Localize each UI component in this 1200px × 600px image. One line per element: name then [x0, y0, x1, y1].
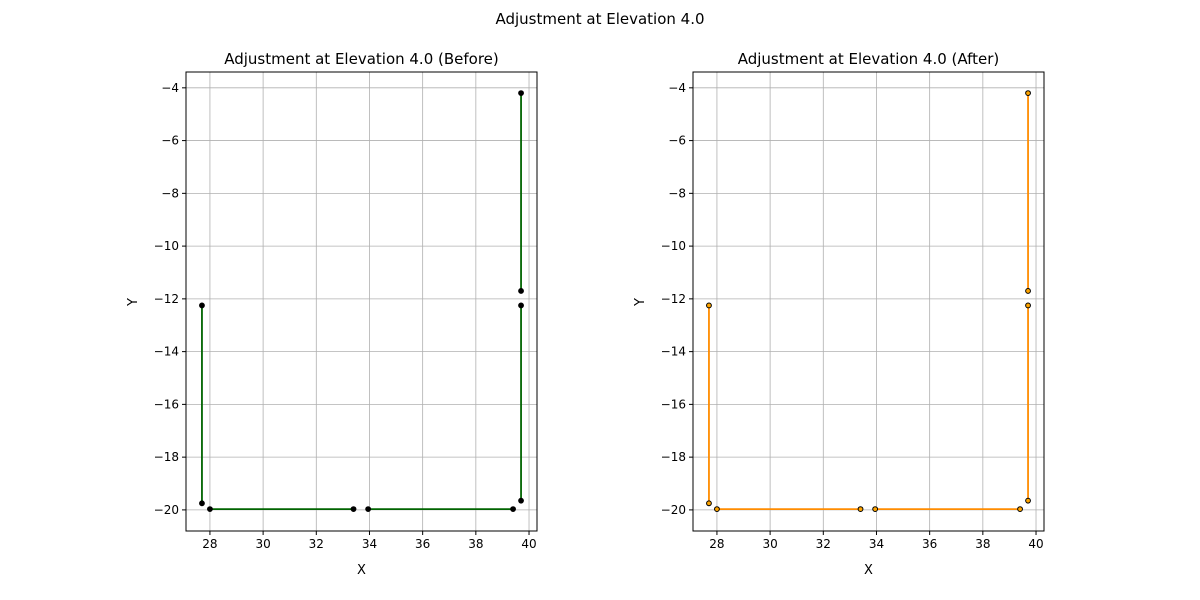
- subplot-before-title: Adjustment at Elevation 4.0 (Before): [224, 50, 499, 68]
- after-point-4-1: [1025, 90, 1031, 97]
- subplot-before: Adjustment at Elevation 4.0 (Before) X Y…: [126, 50, 538, 578]
- after-xtick-label-0: 28: [709, 537, 724, 551]
- before-ytick-label-3: −14: [154, 345, 179, 359]
- before-point-0-0: [199, 302, 205, 309]
- before-ytick-label-4: −12: [154, 292, 179, 306]
- after-ytick-label-7: −6: [668, 134, 686, 148]
- after-ytick-label-5: −10: [661, 239, 686, 253]
- before-ytick-label-8: −4: [161, 81, 179, 95]
- after-ytick-label-3: −14: [661, 345, 686, 359]
- before-xtick-label-5: 38: [468, 537, 483, 551]
- after-ytick-label-0: −20: [661, 503, 686, 517]
- before-point-3-0: [518, 497, 524, 504]
- subplot-before-plot-area: 28 30 32 34 36 38 40 −20 −18 −16 −14 −12 −10 −8 −6 −4: [154, 71, 538, 551]
- after-ytick-label-6: −8: [668, 186, 686, 200]
- before-point-3-1: [518, 302, 524, 309]
- before-xtick-label-6: 40: [521, 537, 536, 551]
- after-xtick-label-4: 36: [922, 537, 937, 551]
- before-xtick-label-4: 36: [415, 537, 430, 551]
- after-point-1-1: [857, 506, 864, 513]
- before-xtick-label-1: 30: [255, 537, 270, 551]
- after-xtick-label-6: 40: [1028, 537, 1043, 551]
- before-point-2-0: [365, 506, 372, 513]
- subplot-after: Adjustment at Elevation 4.0 (After) X Y …: [633, 50, 1045, 578]
- before-point-0-1: [199, 500, 205, 507]
- after-axes-frame: [692, 71, 1045, 532]
- before-xtick-label-3: 34: [362, 537, 377, 551]
- before-point-2-1: [510, 506, 516, 513]
- before-ytick-label-0: −20: [154, 503, 179, 517]
- figure-suptitle: Adjustment at Elevation 4.0: [495, 10, 704, 28]
- subplot-before-ylabel: Y: [126, 298, 141, 307]
- after-point-2-1: [1017, 506, 1023, 513]
- before-ytick-label-7: −6: [161, 134, 179, 148]
- after-point-4-0: [1025, 288, 1031, 294]
- after-xtick-label-2: 32: [816, 537, 831, 551]
- before-ytick-label-2: −16: [154, 397, 179, 411]
- after-xtick-label-3: 34: [869, 537, 884, 551]
- after-point-0-0: [706, 302, 712, 309]
- after-ytick-label-8: −4: [668, 81, 686, 95]
- before-point-1-0: [207, 506, 213, 513]
- subplot-before-xlabel: X: [357, 563, 366, 578]
- after-ytick-label-1: −18: [661, 450, 686, 464]
- after-point-0-1: [706, 500, 712, 507]
- after-point-3-0: [1025, 497, 1031, 504]
- after-xtick-label-1: 30: [762, 537, 777, 551]
- after-ytick-label-4: −12: [661, 292, 686, 306]
- after-xtick-label-5: 38: [975, 537, 990, 551]
- before-axes-frame: [185, 71, 538, 532]
- subplot-after-xlabel: X: [864, 563, 873, 578]
- subplot-after-plot-area: 28 30 32 34 36 38 40 −20 −18 −16 −14 −12 −10 −8 −6 −4: [661, 71, 1045, 551]
- after-point-3-1: [1025, 302, 1031, 309]
- after-point-1-0: [714, 506, 720, 513]
- before-ytick-label-1: −18: [154, 450, 179, 464]
- before-ytick-label-5: −10: [154, 239, 179, 253]
- before-xtick-label-2: 32: [309, 537, 324, 551]
- before-point-1-1: [350, 506, 357, 513]
- subplot-after-title: Adjustment at Elevation 4.0 (After): [738, 50, 1000, 68]
- subplot-after-ylabel: Y: [633, 298, 648, 307]
- after-point-2-0: [872, 506, 879, 513]
- before-point-4-0: [518, 288, 524, 294]
- before-ytick-label-6: −8: [161, 186, 179, 200]
- after-ytick-label-2: −16: [661, 397, 686, 411]
- before-point-4-1: [518, 90, 524, 97]
- before-xtick-label-0: 28: [202, 537, 217, 551]
